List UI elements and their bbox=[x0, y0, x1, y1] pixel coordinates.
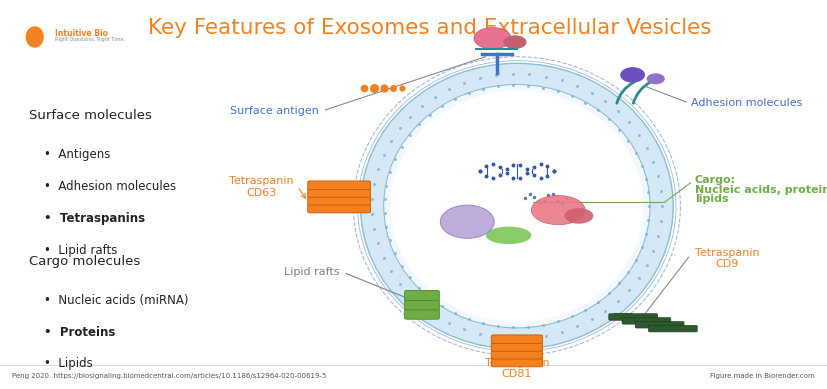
Ellipse shape bbox=[390, 91, 643, 322]
Text: Adhesion molecules: Adhesion molecules bbox=[691, 98, 802, 108]
Text: Figure made in Biorender.com: Figure made in Biorender.com bbox=[710, 373, 815, 379]
Text: •  Proteins: • Proteins bbox=[44, 326, 115, 338]
FancyBboxPatch shape bbox=[404, 300, 439, 310]
Ellipse shape bbox=[564, 208, 593, 224]
FancyBboxPatch shape bbox=[308, 196, 370, 205]
Ellipse shape bbox=[26, 26, 44, 48]
Text: •  Tetraspanins: • Tetraspanins bbox=[44, 212, 145, 224]
Ellipse shape bbox=[361, 63, 673, 349]
FancyBboxPatch shape bbox=[308, 189, 370, 197]
Text: •  Antigens: • Antigens bbox=[44, 148, 110, 161]
Text: Surface antigen: Surface antigen bbox=[230, 106, 318, 116]
FancyBboxPatch shape bbox=[308, 204, 370, 213]
Text: Intuitive Bio: Intuitive Bio bbox=[55, 29, 108, 38]
Text: Lipid rafts: Lipid rafts bbox=[284, 267, 339, 277]
FancyBboxPatch shape bbox=[622, 317, 671, 324]
Text: Tetraspanin
CD81: Tetraspanin CD81 bbox=[485, 358, 549, 380]
FancyBboxPatch shape bbox=[609, 314, 657, 320]
Text: Tetraspanin
CD63: Tetraspanin CD63 bbox=[229, 176, 294, 198]
FancyBboxPatch shape bbox=[308, 181, 370, 189]
Ellipse shape bbox=[485, 227, 531, 244]
Ellipse shape bbox=[440, 205, 494, 238]
Text: •  Lipid rafts: • Lipid rafts bbox=[44, 244, 117, 256]
Text: Key Features of Exosomes and Extracellular Vesicles: Key Features of Exosomes and Extracellul… bbox=[148, 18, 712, 37]
Ellipse shape bbox=[531, 195, 586, 225]
Ellipse shape bbox=[474, 28, 511, 49]
Text: lipids: lipids bbox=[695, 194, 729, 205]
FancyBboxPatch shape bbox=[491, 358, 543, 367]
Ellipse shape bbox=[647, 74, 665, 84]
Text: Tetraspanin
CD9: Tetraspanin CD9 bbox=[695, 248, 759, 270]
Text: Right Questions. Right Time.: Right Questions. Right Time. bbox=[55, 37, 126, 42]
Text: •  Lipids: • Lipids bbox=[44, 357, 93, 370]
FancyBboxPatch shape bbox=[404, 291, 439, 301]
Text: Nucleic acids, proteins,: Nucleic acids, proteins, bbox=[695, 185, 827, 195]
FancyBboxPatch shape bbox=[635, 321, 684, 328]
Text: Cargo molecules: Cargo molecules bbox=[29, 255, 141, 268]
FancyBboxPatch shape bbox=[648, 325, 697, 332]
FancyBboxPatch shape bbox=[491, 343, 543, 351]
FancyBboxPatch shape bbox=[491, 335, 543, 343]
FancyBboxPatch shape bbox=[491, 350, 543, 359]
Ellipse shape bbox=[620, 67, 645, 83]
Text: Cargo:: Cargo: bbox=[695, 175, 736, 185]
Ellipse shape bbox=[504, 35, 527, 49]
Text: Surface molecules: Surface molecules bbox=[29, 109, 152, 122]
FancyBboxPatch shape bbox=[404, 309, 439, 319]
Text: •  Nucleic acids (miRNA): • Nucleic acids (miRNA) bbox=[44, 294, 189, 307]
Text: •  Adhesion molecules: • Adhesion molecules bbox=[44, 180, 176, 193]
Text: Peng 2020. https://biosignaling.biomedcentral.com/articles/10.1186/s12964-020-00: Peng 2020. https://biosignaling.biomedce… bbox=[12, 373, 327, 379]
Ellipse shape bbox=[384, 84, 650, 328]
